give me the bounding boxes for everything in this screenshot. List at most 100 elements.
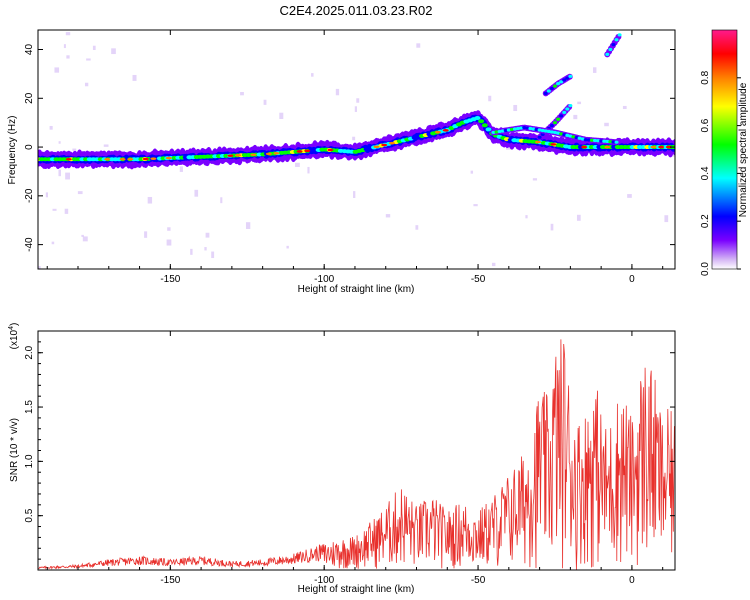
branch-core	[519, 126, 524, 130]
branch-core	[546, 89, 551, 93]
noise-speck	[45, 192, 48, 198]
branch-core	[565, 76, 570, 80]
branch-core	[568, 104, 573, 108]
noise-speck	[604, 122, 609, 127]
noise-speck	[245, 222, 251, 229]
y-tick-label: 20	[24, 92, 35, 104]
ridge-core	[474, 115, 481, 120]
noise-speck	[205, 232, 210, 238]
x-tick-label: -150	[160, 575, 180, 586]
x-tick-label: -100	[314, 575, 334, 586]
branch-core	[552, 130, 557, 135]
branch-core	[611, 43, 616, 47]
noise-speck	[167, 227, 171, 231]
branch-core	[559, 80, 564, 84]
branch-core	[549, 130, 554, 134]
snr-marks	[38, 339, 675, 570]
branch-core	[540, 132, 545, 136]
spectrogram-x-ticks: -150 -100 -50 0	[46, 30, 664, 285]
noise-speck	[220, 197, 223, 204]
branch-core	[586, 138, 591, 142]
noise-speck	[354, 106, 357, 112]
ridge-peak	[296, 150, 303, 153]
branch-core	[602, 139, 607, 143]
spectrogram-y-label: Frequency (Hz)	[7, 116, 18, 185]
branch-core	[516, 126, 521, 131]
branch-core	[580, 137, 585, 141]
noise-speck	[415, 225, 419, 230]
branch-core	[500, 129, 505, 133]
branch-core	[608, 47, 613, 52]
noise-speck	[166, 239, 172, 246]
noise-speck	[470, 170, 474, 174]
noise-speck	[573, 114, 578, 120]
branch-core	[568, 74, 573, 78]
noise-speck	[335, 88, 340, 96]
noise-speck	[488, 95, 492, 102]
noise-speck	[664, 215, 669, 223]
spectrogram-x-label: Height of straight line (km)	[298, 284, 415, 295]
ridge-peak	[581, 145, 588, 149]
branch-core	[614, 38, 619, 42]
noise-speck	[65, 32, 71, 36]
ridge-peak	[104, 157, 111, 161]
noise-speck	[132, 74, 137, 81]
x-tick-label: 0	[629, 575, 635, 586]
y-tick-label: 1.0	[24, 454, 35, 468]
colorbar-tick-label: 0.4	[700, 166, 711, 180]
ridge-peak	[235, 154, 242, 157]
branch-core	[549, 86, 554, 91]
ridge-peak	[142, 157, 149, 161]
y-tick-label: -40	[24, 237, 35, 252]
noise-speck	[64, 208, 69, 214]
ridge-peak	[550, 143, 557, 146]
noise-speck	[77, 191, 83, 195]
ridge-peak	[119, 157, 126, 161]
noise-speck	[263, 99, 267, 105]
branch-core	[577, 136, 582, 140]
branch-core	[494, 130, 499, 134]
branch-core	[549, 124, 554, 128]
colorbar-tick-label: 0.2	[700, 214, 711, 228]
branch-core	[562, 133, 567, 137]
branch-core	[522, 125, 527, 130]
noise-speck	[295, 162, 300, 167]
branch-core	[512, 127, 517, 131]
noise-speck	[550, 223, 554, 231]
y-tick-label: -20	[24, 188, 35, 203]
noise-speck	[286, 245, 289, 249]
branch-core	[605, 139, 610, 144]
ridge-peak	[381, 143, 388, 147]
colorbar-tick-label: 0.6	[700, 118, 711, 132]
noise-speck	[92, 45, 96, 50]
noise-speck	[593, 67, 597, 73]
branch-core	[592, 138, 597, 143]
ridge-peak	[65, 157, 72, 161]
colorbar-tick-label: 0.0	[700, 262, 711, 276]
noise-speck	[577, 101, 582, 105]
noise-speck	[81, 234, 84, 237]
noise-speck	[63, 44, 66, 49]
y-tick-label: 0	[24, 144, 35, 150]
spectrogram-y-ticks: -40 -20 0 20 40	[24, 44, 675, 252]
colorbar: 0.0 0.2 0.4 0.6 0.8 Normalized spectral ampl…	[700, 29, 749, 276]
snr-x-label: Height of straight line (km)	[298, 584, 415, 595]
ridge-core	[485, 127, 492, 132]
branch-core	[556, 117, 561, 121]
figure-title: C2E4.2025.011.03.23.R02	[280, 3, 433, 18]
branch-core	[556, 82, 561, 86]
branch-core	[546, 129, 551, 134]
noise-speck	[356, 98, 360, 103]
noise-speck	[58, 141, 61, 144]
branch-core	[559, 114, 564, 118]
branch-core	[617, 33, 622, 37]
ridge-peak	[165, 156, 172, 160]
branch-core	[525, 126, 530, 130]
noise-speck	[58, 169, 61, 177]
ridge-peak	[435, 130, 442, 134]
ridge-peak	[535, 140, 542, 144]
noise-speck	[311, 73, 314, 77]
branch-core	[571, 135, 576, 139]
noise-speck	[473, 204, 478, 207]
